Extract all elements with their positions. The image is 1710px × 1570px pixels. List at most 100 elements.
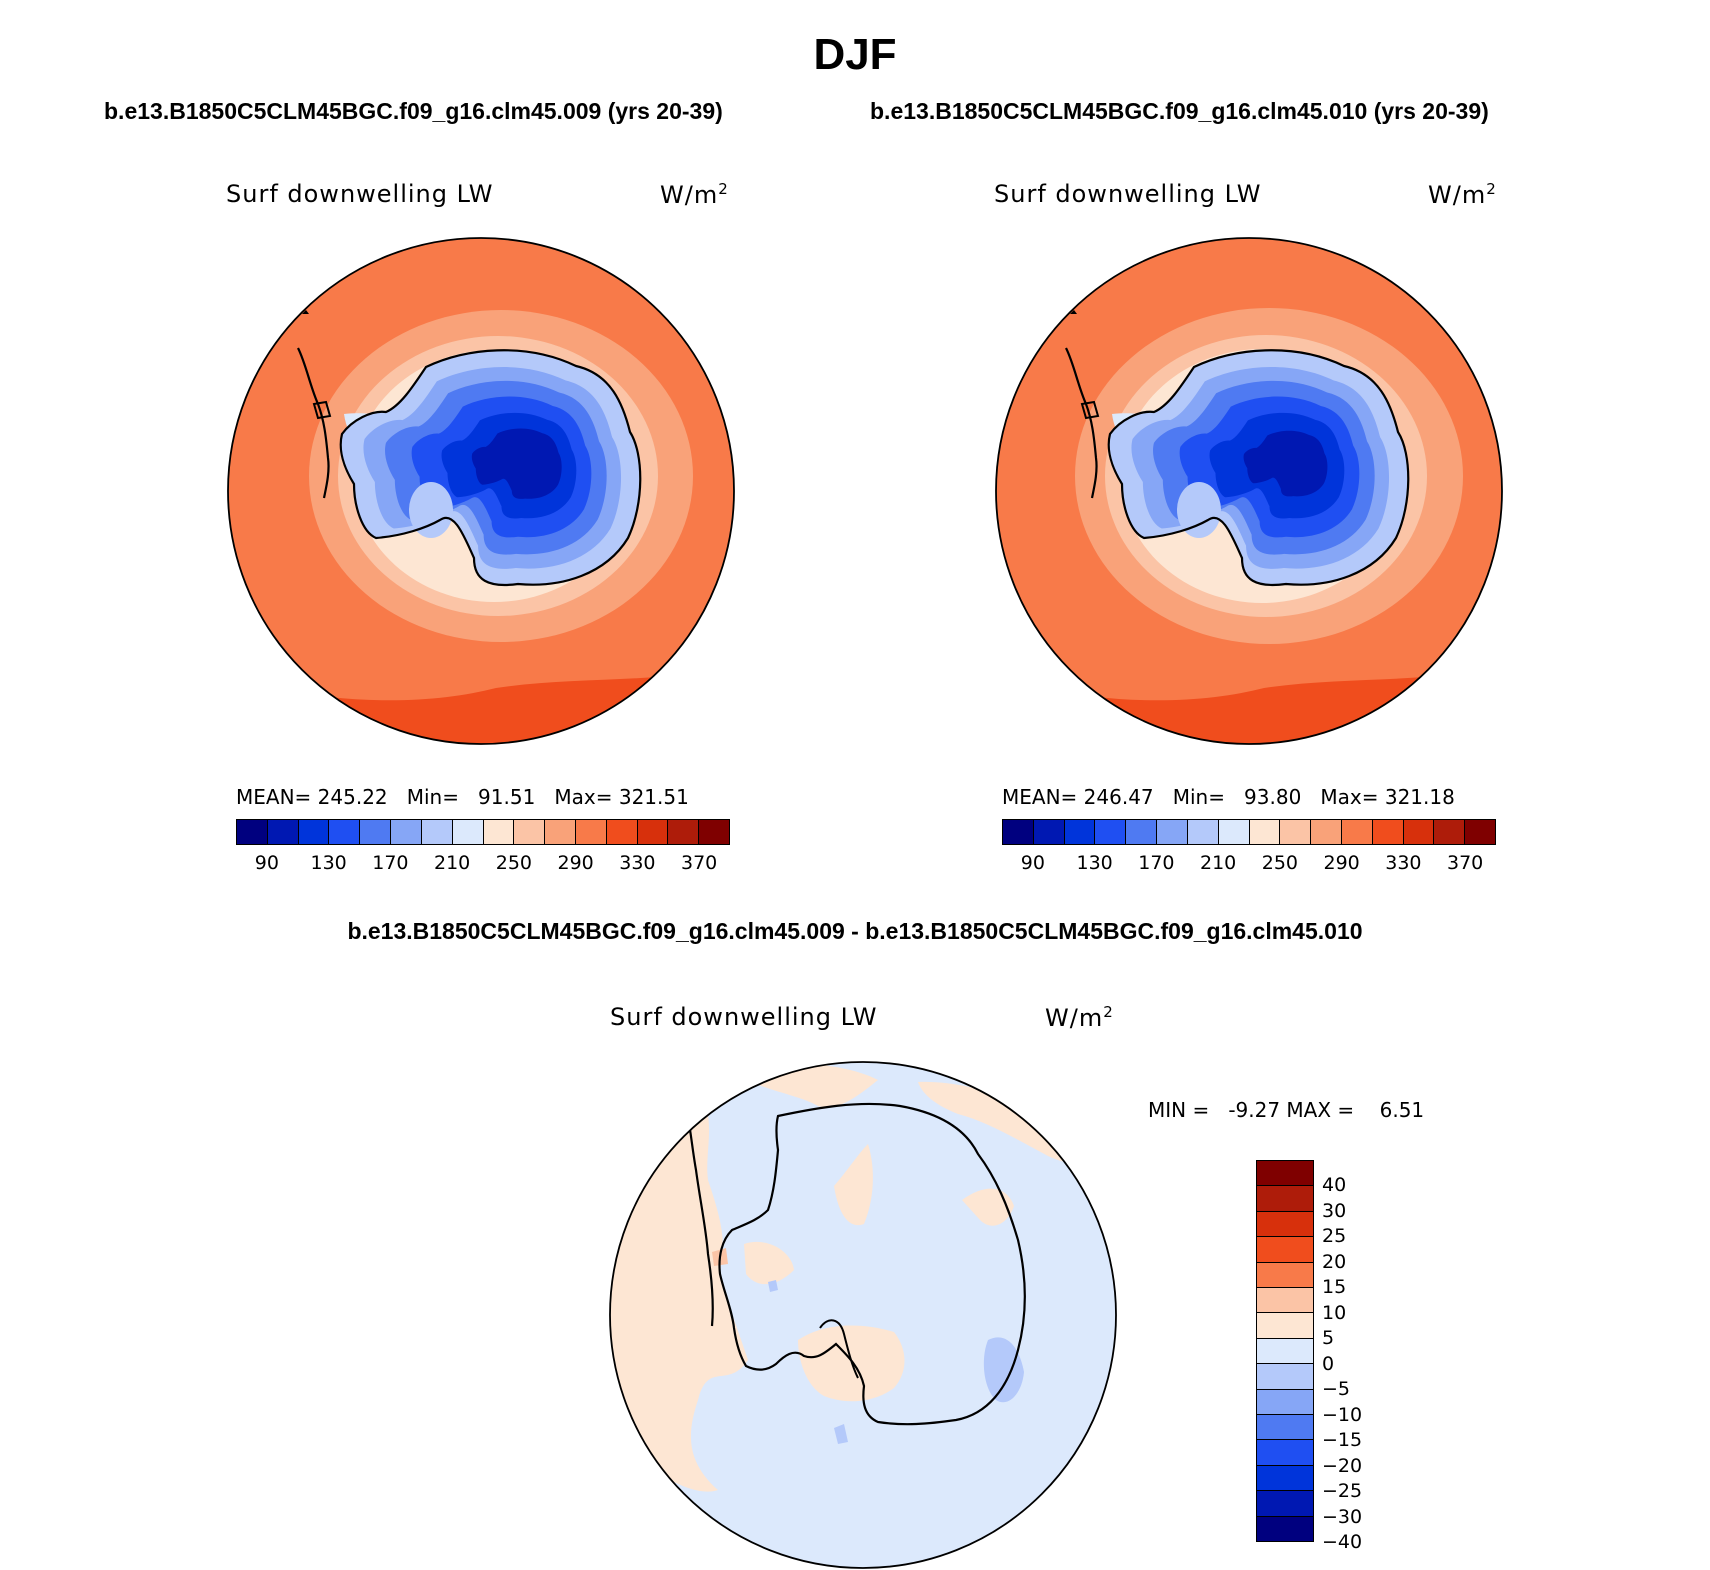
colorbar-swatch <box>1257 1262 1313 1289</box>
colorbar-tick-label: 20 <box>1322 1250 1347 1273</box>
diff-stats: MIN = -9.27 MAX = 6.51 <box>1148 1098 1425 1122</box>
colorbar-tick-label: −10 <box>1322 1403 1363 1426</box>
diff-title: b.e13.B1850C5CLM45BGC.f09_g16.clm45.009 … <box>347 918 1363 944</box>
colorbar-tick-label: −15 <box>1322 1429 1363 1452</box>
colorbar-tick-label: 330 <box>619 852 656 874</box>
colorbar-swatch <box>1126 820 1158 844</box>
colorbar-tick-label: 130 <box>310 852 347 874</box>
colorbar-tick-label: 0 <box>1322 1352 1335 1375</box>
colorbar-swatch <box>1249 820 1281 844</box>
colorbar-tick-label: −30 <box>1322 1505 1363 1528</box>
colorbar-swatch <box>637 820 669 844</box>
diff-variable-label: Surf downwelling LW <box>610 1003 878 1031</box>
colorbar-tick-label: −25 <box>1322 1480 1363 1503</box>
colorbar-swatch <box>1157 820 1188 844</box>
panel1-colorbar-ticks: 90 130 170 210 250 290 330 370 <box>236 852 730 876</box>
colorbar-swatch <box>514 820 546 844</box>
diff-map <box>609 1061 1117 1569</box>
colorbar-swatch <box>1257 1389 1313 1416</box>
colorbar-tick-label: 370 <box>1446 852 1484 874</box>
colorbar-swatch <box>1311 820 1342 844</box>
colorbar-swatch <box>1187 820 1219 844</box>
colorbar-swatch <box>1257 1364 1313 1390</box>
colorbar-swatch <box>1280 820 1312 844</box>
case-a-title: b.e13.B1850C5CLM45BGC.f09_g16.clm45.009 … <box>104 98 723 124</box>
colorbar-tick-label: −40 <box>1322 1531 1363 1553</box>
colorbar-tick-label: −20 <box>1322 1454 1363 1477</box>
colorbar-tick-label: 10 <box>1322 1301 1347 1324</box>
diff-colorbar <box>1256 1160 1314 1542</box>
colorbar-tick-label: 15 <box>1322 1276 1347 1299</box>
panel1-stats: MEAN= 245.22 Min= 91.51 Max= 321.51 <box>236 785 689 809</box>
colorbar-tick-label: 130 <box>1076 852 1113 874</box>
colorbar-tick-label: 5 <box>1322 1327 1335 1350</box>
colorbar-tick-label: −5 <box>1322 1378 1351 1401</box>
colorbar-swatch <box>1257 1313 1313 1339</box>
colorbar-tick-label: 290 <box>1323 852 1360 874</box>
panel1-variable-label: Surf downwelling LW <box>226 180 494 208</box>
panel1-units-label: W/m2 <box>660 180 729 209</box>
panel2-colorbar <box>1002 819 1496 845</box>
colorbar-swatch <box>1257 1440 1313 1466</box>
colorbar-swatch <box>1372 820 1404 844</box>
colorbar-swatch <box>237 820 268 844</box>
colorbar-tick-label: 330 <box>1385 852 1422 874</box>
panel2-variable-label: Surf downwelling LW <box>994 180 1262 208</box>
colorbar-swatch <box>267 820 299 844</box>
colorbar-tick-label: 250 <box>495 852 533 874</box>
colorbar-tick-label: 250 <box>1261 852 1299 874</box>
colorbar-swatch <box>483 820 515 844</box>
colorbar-swatch <box>1257 1338 1313 1365</box>
colorbar-swatch <box>1257 1491 1313 1517</box>
panel2-map <box>995 237 1503 745</box>
colorbar-swatch <box>329 820 361 844</box>
colorbar-swatch <box>668 820 700 844</box>
colorbar-swatch <box>1095 820 1127 844</box>
colorbar-tick-label: 30 <box>1322 1199 1347 1222</box>
colorbar-swatch <box>1257 1465 1313 1492</box>
colorbar-swatch <box>1403 820 1435 844</box>
colorbar-tick-label: 90 <box>1020 852 1045 874</box>
colorbar-swatch <box>298 820 330 844</box>
colorbar-tick-label: 290 <box>557 852 594 874</box>
colorbar-swatch <box>391 820 422 844</box>
panel2-stats: MEAN= 246.47 Min= 93.80 Max= 321.18 <box>1002 785 1455 809</box>
panel2-colorbar-ticks: 90 130 170 210 250 290 330 370 <box>1002 852 1496 876</box>
diff-colorbar-ticks: 40 30 25 20 15 10 5 0 −5 −10 −15 −20 −25 −30 −40 <box>1322 1160 1402 1553</box>
colorbar-swatch <box>1257 1211 1313 1238</box>
panel1-colorbar <box>236 819 730 845</box>
colorbar-swatch <box>1341 820 1373 844</box>
colorbar-swatch <box>575 820 607 844</box>
colorbar-swatch <box>1064 820 1096 844</box>
colorbar-swatch <box>1257 1161 1313 1187</box>
colorbar-swatch <box>1257 1288 1313 1314</box>
figure-title: DJF <box>813 30 897 79</box>
colorbar-swatch <box>545 820 576 844</box>
case-b-title: b.e13.B1850C5CLM45BGC.f09_g16.clm45.010 … <box>870 98 1489 124</box>
colorbar-tick-label: 370 <box>680 852 718 874</box>
colorbar-swatch <box>1218 820 1250 844</box>
colorbar-swatch <box>1434 820 1466 844</box>
colorbar-swatch <box>606 820 638 844</box>
colorbar-tick-label: 40 <box>1322 1174 1347 1197</box>
colorbar-swatch <box>1257 1186 1313 1212</box>
colorbar-tick-label: 170 <box>1138 852 1175 874</box>
colorbar-tick-label: 210 <box>1199 852 1237 874</box>
colorbar-swatch <box>1257 1237 1313 1263</box>
panel2-units-label: W/m2 <box>1428 180 1497 209</box>
colorbar-tick-label: 170 <box>372 852 409 874</box>
colorbar-swatch <box>421 820 453 844</box>
colorbar-tick-label: 210 <box>433 852 471 874</box>
colorbar-swatch <box>1033 820 1065 844</box>
colorbar-swatch <box>360 820 392 844</box>
colorbar-swatch <box>1003 820 1034 844</box>
colorbar-tick-label: 25 <box>1322 1225 1347 1248</box>
panel1-map <box>227 237 735 745</box>
colorbar-swatch <box>699 820 729 844</box>
diff-units-label: W/m2 <box>1045 1003 1114 1032</box>
colorbar-swatch <box>1465 820 1495 844</box>
colorbar-swatch <box>1257 1415 1313 1441</box>
colorbar-tick-label: 90 <box>254 852 279 874</box>
colorbar-swatch <box>452 820 484 844</box>
colorbar-swatch <box>1257 1516 1313 1542</box>
